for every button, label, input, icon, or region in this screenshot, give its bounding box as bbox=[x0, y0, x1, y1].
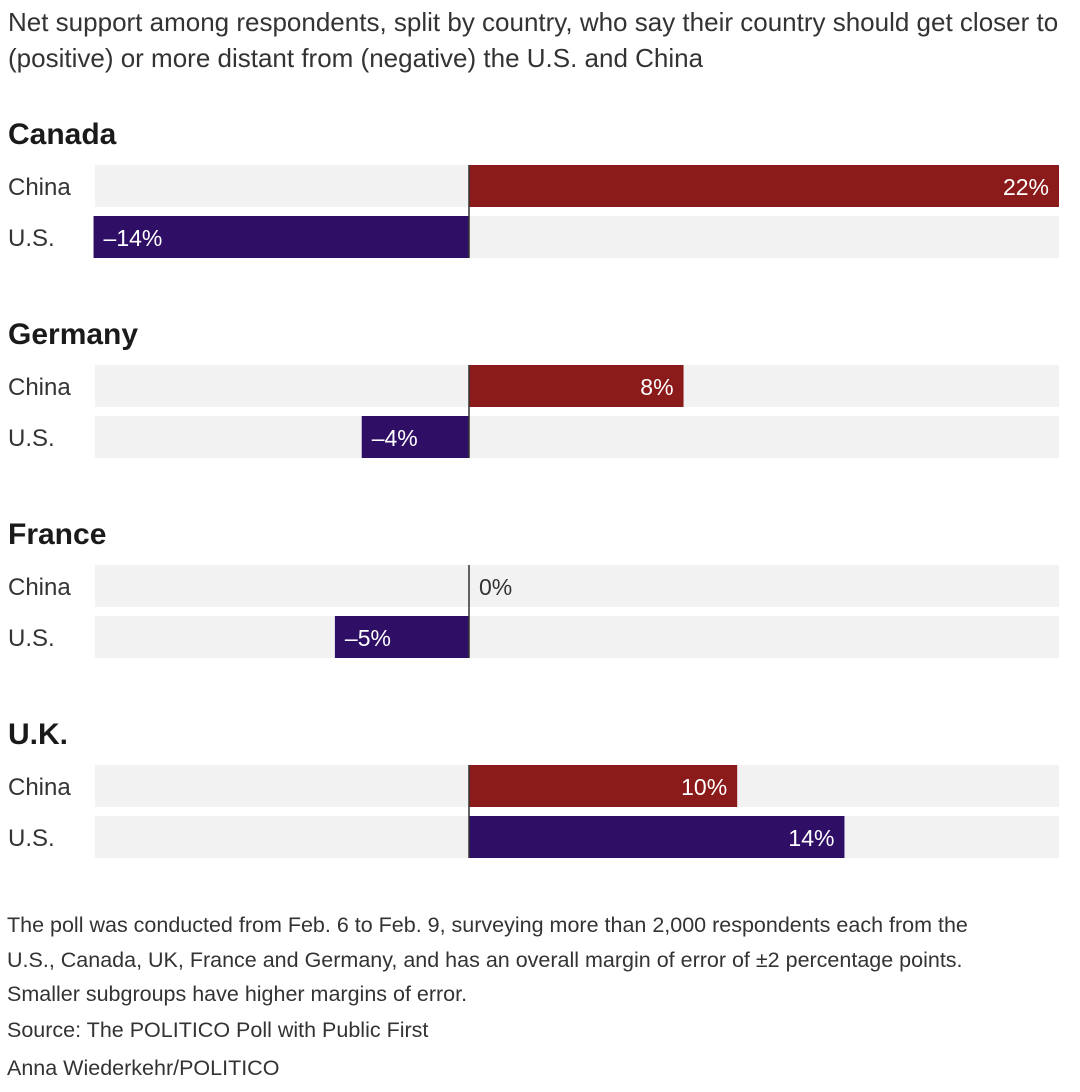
row-label: U.S. bbox=[8, 825, 55, 852]
data-label: –5% bbox=[345, 625, 391, 651]
panel-title: Germany bbox=[8, 318, 138, 351]
bar bbox=[361, 416, 469, 458]
data-label: 0% bbox=[479, 574, 512, 600]
data-label: 10% bbox=[681, 774, 727, 800]
chart-footnote: The poll was conducted from Feb. 6 to Fe… bbox=[7, 908, 1075, 1012]
row-label: China bbox=[8, 774, 71, 801]
bar bbox=[469, 165, 1059, 207]
data-label: 14% bbox=[788, 825, 834, 851]
footnote-line: The poll was conducted from Feb. 6 to Fe… bbox=[7, 913, 968, 937]
panel-title: Canada bbox=[8, 118, 117, 151]
data-label: –4% bbox=[372, 425, 418, 451]
bar-track bbox=[95, 616, 1059, 658]
chart-credit: Anna Wiederkehr/POLITICO bbox=[7, 1056, 280, 1080]
data-label: 8% bbox=[640, 374, 673, 400]
bar bbox=[469, 816, 845, 858]
row-label: China bbox=[8, 174, 71, 201]
chart-subtitle: Net support among respondents, split by … bbox=[8, 7, 1059, 73]
row-label: China bbox=[8, 374, 71, 401]
bar bbox=[469, 765, 738, 807]
footnote-line: U.S., Canada, UK, France and Germany, an… bbox=[7, 947, 963, 972]
panel-title: France bbox=[8, 518, 106, 551]
chart-source: Source: The POLITICO Poll with Public Fi… bbox=[7, 1018, 429, 1042]
bar-track bbox=[95, 416, 1059, 458]
data-label: –14% bbox=[104, 225, 163, 251]
bar bbox=[93, 216, 469, 258]
bar bbox=[334, 616, 469, 658]
bar bbox=[469, 365, 684, 407]
panel-title: U.K. bbox=[8, 718, 68, 751]
chart-canvas: Canada China 22% U.S. –14% Germany China 8% U.S.… bbox=[8, 118, 1059, 858]
data-label: 22% bbox=[1003, 174, 1049, 200]
bar-track bbox=[95, 565, 1059, 607]
row-label: U.S. bbox=[8, 425, 55, 452]
row-label: U.S. bbox=[8, 625, 55, 652]
row-label: China bbox=[8, 574, 71, 601]
footnote-line: Smaller subgroups have higher margins of… bbox=[7, 982, 468, 1006]
row-label: U.S. bbox=[8, 225, 55, 252]
